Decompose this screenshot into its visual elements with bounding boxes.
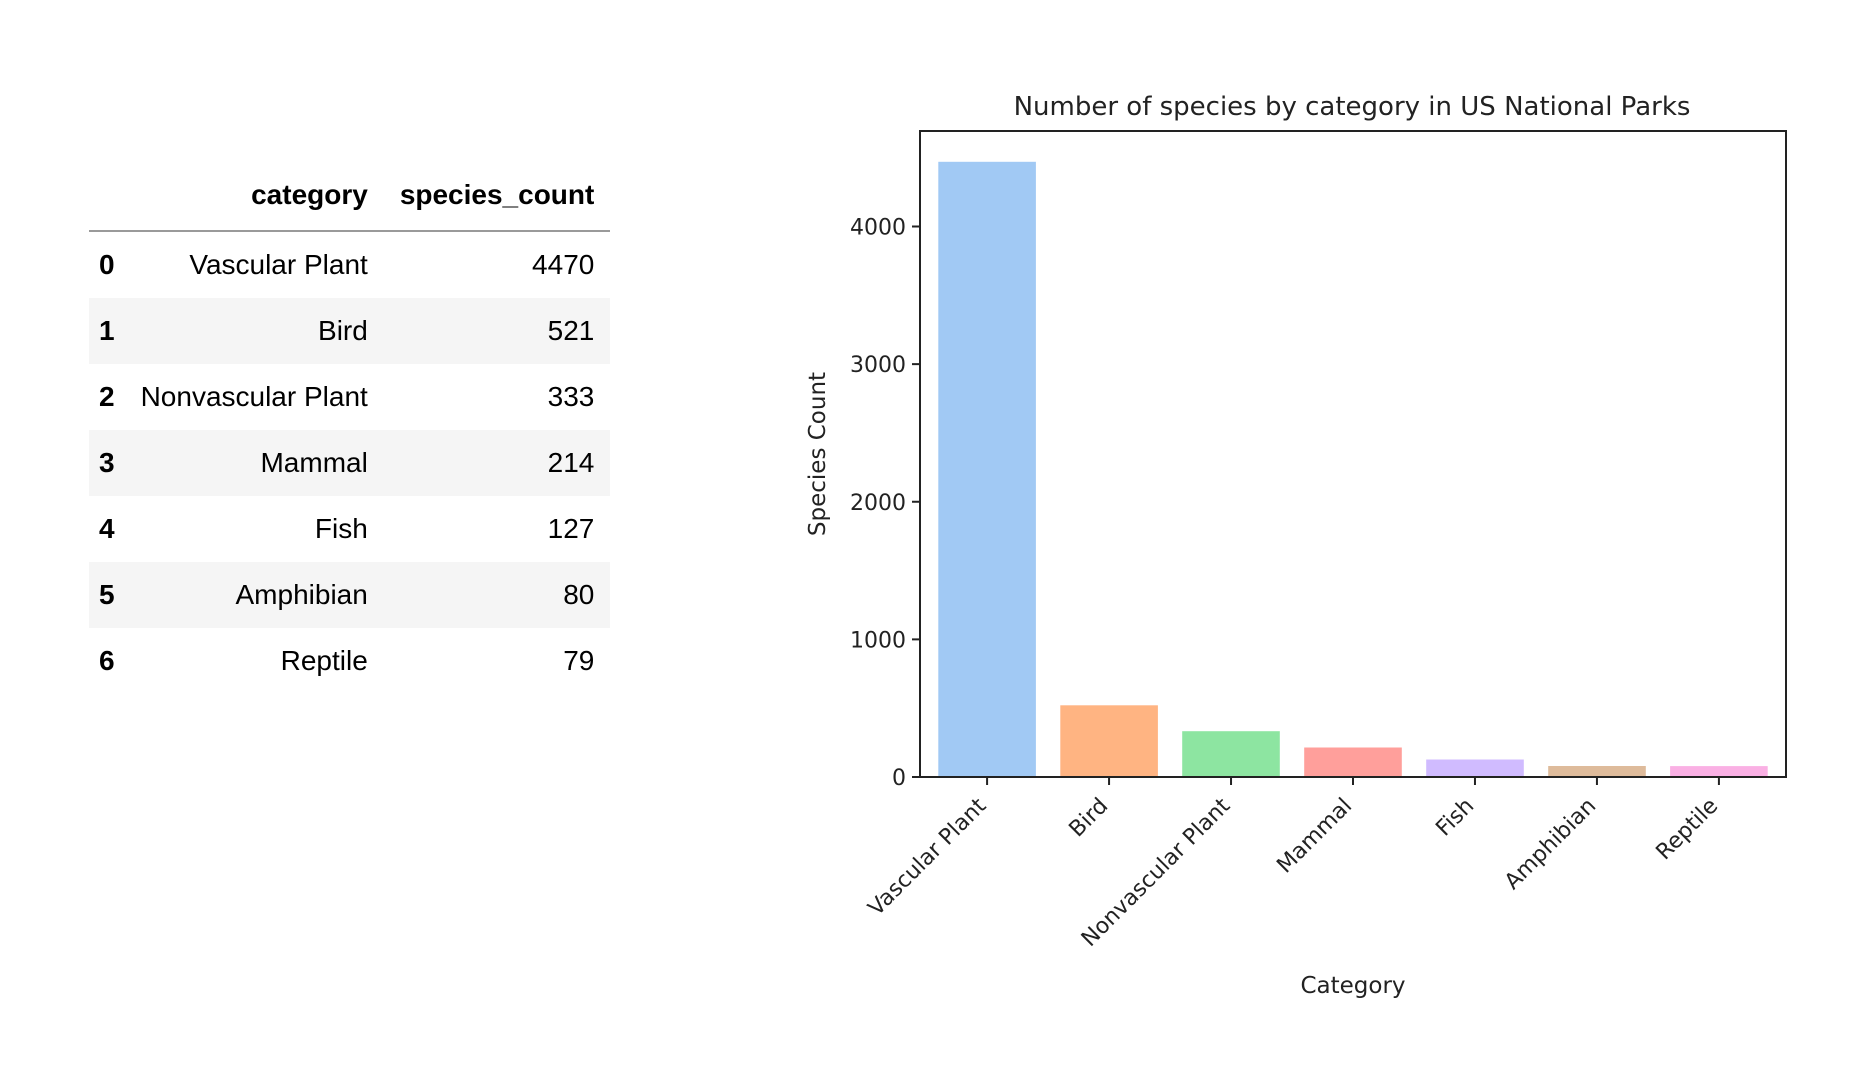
row-index: 1 (99, 315, 115, 346)
bar-mammal (1304, 747, 1402, 777)
y-tick-label: 1000 (850, 628, 906, 653)
category-cell: Nonvascular Plant (140, 381, 368, 412)
row-index: 4 (99, 513, 115, 544)
row-index: 6 (99, 645, 115, 676)
x-tick-label: Fish (1431, 794, 1479, 842)
column-header-category: category (124, 160, 384, 232)
row-index: 3 (99, 447, 115, 478)
species-count-cell: 127 (547, 513, 595, 544)
chart-title: Number of species by category in US Nati… (1014, 92, 1691, 122)
bar-fish (1426, 759, 1524, 777)
table-row: 5 Amphibian 80 (89, 562, 611, 628)
index-header (89, 160, 125, 232)
table-row: 4 Fish 127 (89, 496, 610, 562)
table-row: 3 Mammal 214 (89, 430, 611, 496)
y-tick-label: 4000 (850, 216, 906, 241)
category-cell: Amphibian (235, 579, 368, 610)
row-index: 5 (99, 579, 115, 610)
x-tick-label: Bird (1065, 794, 1114, 843)
category-cell: Reptile (280, 645, 368, 676)
table-header-row: category species_count (89, 160, 611, 232)
y-axis-label: Species Count (805, 372, 831, 536)
row-index: 2 (99, 381, 115, 412)
table-row: 0 Vascular Plant 4470 (89, 231, 610, 298)
y-tick-label: 0 (892, 766, 906, 791)
x-tick-label: Amphibian (1500, 794, 1601, 895)
y-tick-label: 3000 (850, 353, 906, 378)
table-row: 6 Reptile 79 (89, 628, 610, 694)
bar-vascular-plant (938, 161, 1036, 778)
bar-amphibian (1548, 766, 1646, 777)
species-table: category species_count 0 Vascular Plant … (89, 160, 611, 694)
y-tick-label: 2000 (850, 491, 906, 516)
x-axis-label: Category (1300, 973, 1405, 999)
species-count-cell: 79 (563, 645, 595, 676)
table-row: 1 Bird 521 (89, 298, 611, 364)
category-cell: Mammal (260, 447, 368, 478)
category-cell: Fish (314, 513, 368, 544)
x-tick-label: Reptile (1652, 794, 1724, 866)
species-count-cell: 4470 (532, 249, 595, 280)
bar-bird (1060, 705, 1158, 777)
x-tick-label: Vascular Plant (864, 793, 992, 921)
species-count-cell: 521 (547, 315, 595, 346)
species-count-cell: 214 (547, 447, 595, 478)
bar-reptile (1670, 766, 1768, 777)
bar-nonvascular-plant (1182, 731, 1280, 777)
y-axis-ticks: 0 1000 2000 3000 4000 (850, 216, 920, 791)
category-cell: Bird (318, 315, 368, 346)
species-count-cell: 333 (547, 381, 595, 412)
table-row: 2 Nonvascular Plant 333 (89, 364, 610, 430)
column-header-species-count: species_count (383, 160, 611, 232)
bars-group (938, 161, 1768, 778)
row-index: 0 (99, 249, 115, 280)
species-count-cell: 80 (563, 579, 595, 610)
category-cell: Vascular Plant (189, 249, 368, 280)
x-tick-label: Mammal (1272, 794, 1357, 879)
plot-frame (919, 130, 1787, 778)
